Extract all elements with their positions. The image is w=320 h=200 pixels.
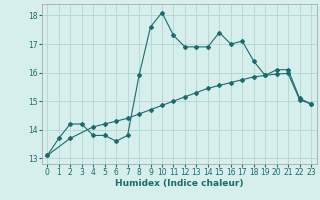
- X-axis label: Humidex (Indice chaleur): Humidex (Indice chaleur): [115, 179, 244, 188]
